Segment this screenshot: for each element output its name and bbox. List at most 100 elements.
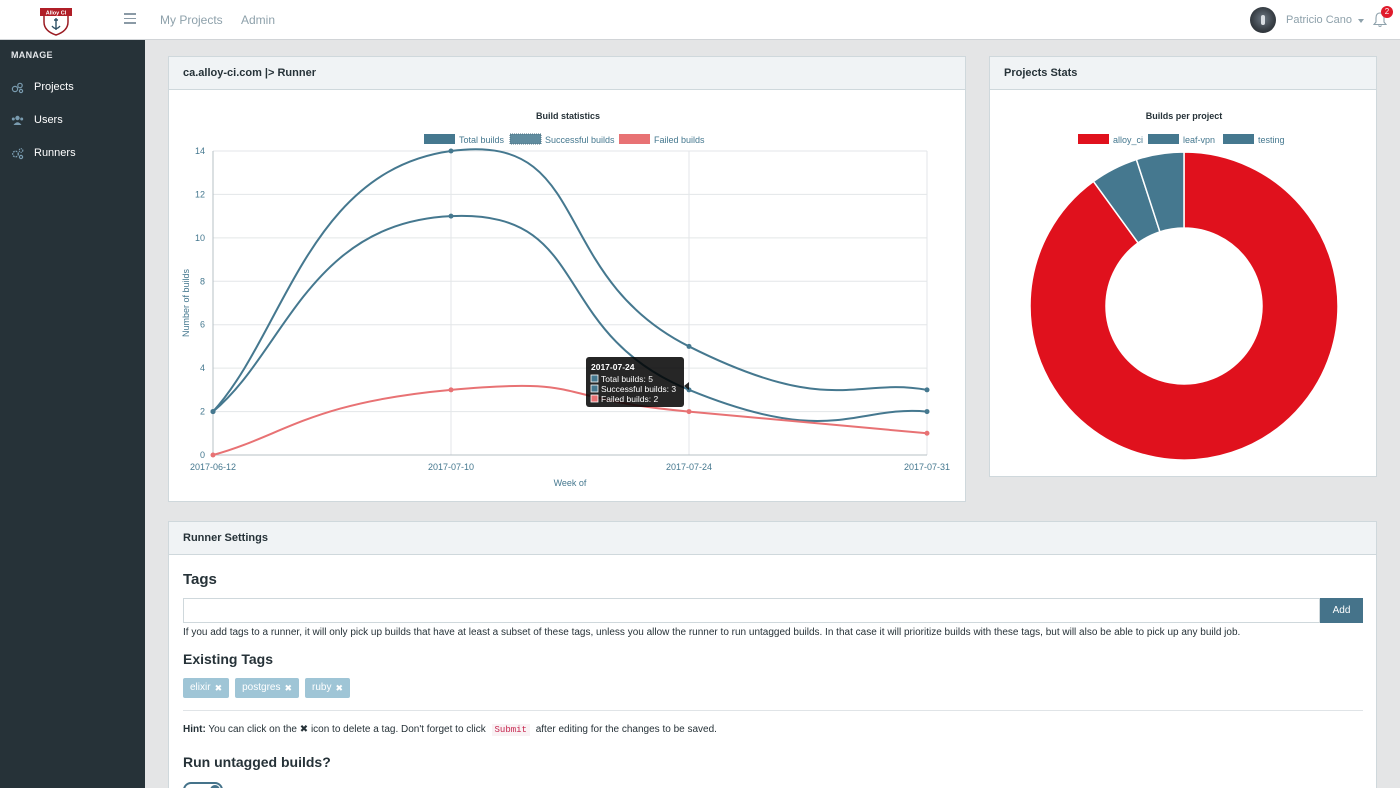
sidebar-toggle-icon[interactable] <box>124 13 136 25</box>
hint-text: Hint: You can click on the ✖ icon to del… <box>183 724 717 736</box>
series-line <box>212 215 928 422</box>
sidebar: MANAGE Projects Users Runners <box>0 40 145 788</box>
legend-label: Successful builds <box>545 135 615 145</box>
chart-title: Build statistics <box>536 111 600 121</box>
tag-input[interactable] <box>183 598 1320 623</box>
y-tick-label: 6 <box>200 320 205 330</box>
y-tick-label: 10 <box>195 233 205 243</box>
runners-icon <box>12 147 24 159</box>
chevron-down-icon[interactable] <box>1358 18 1365 23</box>
user-menu[interactable]: Patricio Cano <box>1250 7 1365 33</box>
data-point <box>686 343 692 349</box>
nav-link-my-projects[interactable]: My Projects <box>160 13 223 27</box>
legend-swatch <box>509 133 542 145</box>
legend-label: alloy_ci <box>1113 135 1143 145</box>
hint-part-2: icon to delete a tag. Don't forget to cl… <box>310 724 486 735</box>
notification-badge[interactable]: 2 <box>1381 6 1393 18</box>
data-point <box>924 387 930 393</box>
hint-label: Hint: <box>183 724 206 735</box>
projects-icon <box>11 82 24 93</box>
nav-link-admin[interactable]: Admin <box>241 13 276 27</box>
sidebar-item-label: Users <box>34 114 63 126</box>
brand-logo[interactable]: Alloy CI <box>38 4 74 36</box>
chart-tooltip <box>586 357 684 407</box>
tooltip-line: Total builds: 5 <box>601 374 653 384</box>
x-tick-label: 2017-07-24 <box>666 462 712 472</box>
legend-swatch <box>1148 134 1179 144</box>
tag-chip[interactable]: ruby ✖ <box>305 678 351 698</box>
tags-heading: Tags <box>183 571 217 588</box>
users-icon <box>11 115 24 125</box>
doughnut-slice <box>1135 151 1185 233</box>
runner-chart-card: ca.alloy-ci.com |> Runner Build statisti… <box>168 56 966 502</box>
run-untagged-toggle[interactable] <box>183 782 223 788</box>
data-point <box>924 409 930 415</box>
data-point <box>448 213 454 219</box>
hint-part-1: You can click on the <box>208 724 297 735</box>
card-title: ca.alloy-ci.com |> Runner <box>169 57 965 90</box>
runner-settings-card: Runner Settings Tags Add If you add tags… <box>168 521 1377 788</box>
data-point <box>448 148 454 154</box>
existing-tags-list: elixir ✖ postgres ✖ ruby ✖ <box>183 678 351 698</box>
builds-per-project-chart: Builds per project alloy_ci leaf-vpn testin… <box>1029 111 1339 461</box>
doughnut-slice <box>1029 151 1339 461</box>
card-title: Runner Settings <box>169 522 1376 555</box>
tooltip-swatch <box>590 394 599 403</box>
series-line <box>212 384 928 456</box>
legend-label: testing <box>1258 135 1285 145</box>
sidebar-item-runners[interactable]: Runners <box>0 137 145 169</box>
close-icon[interactable]: ✖ <box>335 683 344 693</box>
x-tick-label: 2017-07-10 <box>428 462 474 472</box>
tooltip-title: 2017-07-24 <box>591 362 635 372</box>
y-tick-label: 14 <box>195 146 205 156</box>
svg-text:Alloy CI: Alloy CI <box>46 11 67 17</box>
y-tick-label: 2 <box>200 407 205 417</box>
data-point <box>210 409 216 415</box>
x-axis-label: Week of <box>554 478 587 488</box>
close-icon: ✖ <box>299 724 309 735</box>
y-axis-label: Number of builds <box>181 268 191 337</box>
data-point <box>686 409 692 415</box>
divider <box>183 710 1363 711</box>
tooltip-caret <box>684 382 689 390</box>
legend-label: Failed builds <box>654 135 705 145</box>
sidebar-item-label: Projects <box>34 81 74 93</box>
existing-tags-heading: Existing Tags <box>183 651 273 667</box>
legend-label: Total builds <box>459 135 505 145</box>
tag-chip[interactable]: postgres ✖ <box>235 678 300 698</box>
sidebar-item-projects[interactable]: Projects <box>0 71 145 103</box>
data-point <box>210 452 216 458</box>
tooltip-line: Successful builds: 3 <box>601 384 676 394</box>
y-tick-label: 4 <box>200 363 205 373</box>
y-tick-label: 8 <box>200 276 205 286</box>
chart-title: Builds per project <box>1146 111 1223 121</box>
projects-stats-card: Projects Stats Builds per project alloy_c… <box>989 56 1377 477</box>
untagged-heading: Run untagged builds? <box>183 754 331 770</box>
y-tick-label: 12 <box>195 189 205 199</box>
tooltip-swatch <box>590 384 599 393</box>
tag-label: ruby <box>312 682 332 693</box>
top-navbar: Alloy CI My Projects Admin Patricio Cano… <box>0 0 1400 40</box>
tag-label: elixir <box>190 682 211 693</box>
avatar[interactable] <box>1250 7 1276 33</box>
close-icon[interactable]: ✖ <box>214 683 223 693</box>
tag-chip[interactable]: elixir ✖ <box>183 678 230 698</box>
tags-help-text: If you add tags to a runner, it will onl… <box>183 627 1241 638</box>
sidebar-item-label: Runners <box>34 147 76 159</box>
legend-swatch <box>424 134 455 144</box>
tag-label: postgres <box>242 682 281 693</box>
data-point <box>448 387 454 393</box>
sidebar-item-users[interactable]: Users <box>0 104 145 136</box>
add-tag-button[interactable]: Add <box>1320 598 1363 623</box>
user-name[interactable]: Patricio Cano <box>1286 14 1353 26</box>
hint-code: Submit <box>491 724 530 736</box>
x-tick-label: 2017-07-31 <box>904 462 950 472</box>
data-point <box>924 430 930 436</box>
build-statistics-chart: Build statistics Total builds Successful b… <box>181 111 950 488</box>
legend-swatch <box>1078 134 1109 144</box>
legend-label: leaf-vpn <box>1183 135 1215 145</box>
close-icon[interactable]: ✖ <box>284 683 293 693</box>
tooltip-line: Failed builds: 2 <box>601 394 658 404</box>
hint-part-3: after editing for the changes to be save… <box>535 724 717 735</box>
legend-swatch <box>1223 134 1254 144</box>
